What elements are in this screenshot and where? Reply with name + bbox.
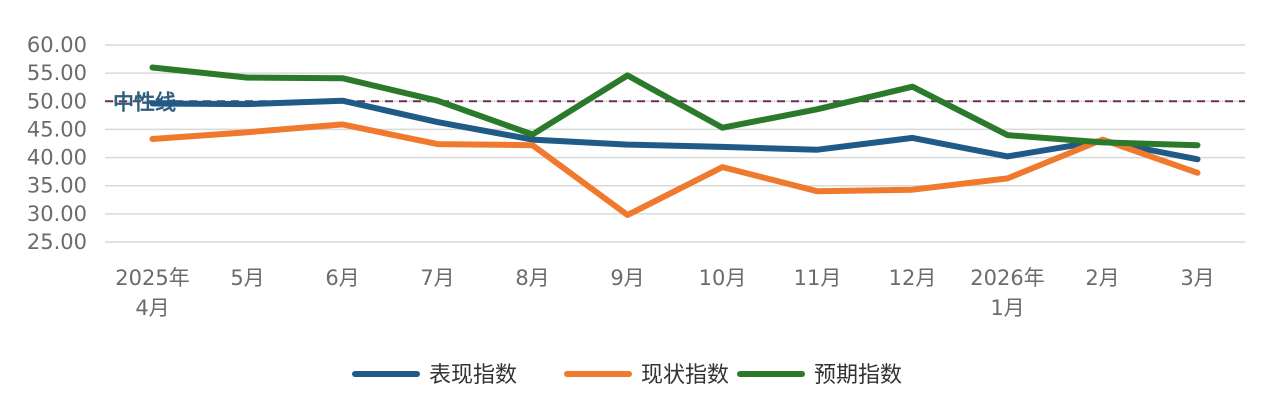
x-tick-label: 11月	[794, 266, 842, 290]
x-tick-label: 7月	[420, 266, 454, 290]
x-tick-label: 2026年	[970, 266, 1044, 290]
x-tick-label: 3月	[1180, 266, 1214, 290]
x-tick-label: 5月	[230, 266, 264, 290]
y-tick-label: 60.00	[27, 33, 87, 57]
x-tick-label: 12月	[889, 266, 937, 290]
x-tick-label: 2月	[1085, 266, 1119, 290]
x-tick-label: 10月	[699, 266, 747, 290]
legend-label: 现状指数	[641, 363, 729, 388]
legend: 表现指数 现状指数 预期指数	[352, 363, 902, 388]
legend-label: 表现指数	[429, 363, 517, 388]
series-line-2	[149, 121, 1201, 218]
y-axis-ticks: 60.00 55.00 50.00 45.00 40.00 35.00 30.00 25.00	[27, 33, 87, 254]
legend-label: 预期指数	[814, 363, 902, 388]
x-tick-label: 1月	[990, 296, 1024, 320]
series-line-3	[149, 64, 1201, 149]
x-tick-label: 2025年	[115, 266, 189, 290]
y-tick-label: 50.00	[27, 89, 87, 113]
y-tick-label: 45.00	[27, 117, 87, 141]
y-tick-label: 35.00	[27, 174, 87, 198]
x-tick-label: 8月	[515, 266, 549, 290]
x-tick-label: 6月	[325, 266, 359, 290]
series-line-1	[149, 97, 1201, 163]
y-tick-label: 40.00	[27, 146, 87, 170]
y-tick-label: 25.00	[27, 230, 87, 254]
y-tick-label: 55.00	[27, 61, 87, 85]
x-tick-label: 9月	[610, 266, 644, 290]
x-axis-ticks: 2025年 4月 5月 6月 7月 8月 9月 10月 11月 12月 2026年 1月 2月 3月	[115, 266, 1214, 320]
x-tick-label: 4月	[135, 296, 169, 320]
y-tick-label: 30.00	[27, 202, 87, 226]
series-lines	[149, 64, 1201, 218]
